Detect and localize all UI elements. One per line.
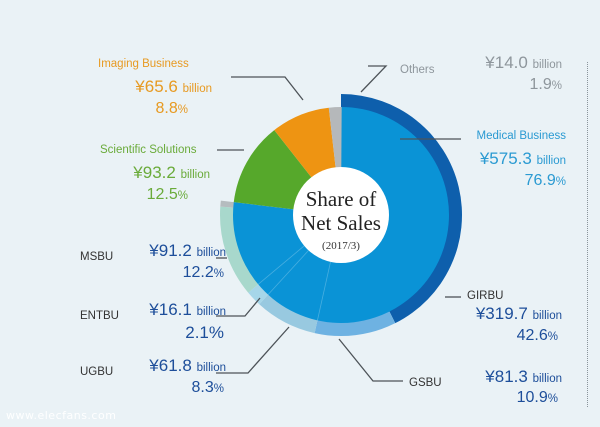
subdivision-line <box>267 250 309 295</box>
value-gsbu: ¥81.3 billion 10.9% <box>485 367 562 406</box>
segment-value: 319.7 <box>485 304 528 323</box>
unit: billion <box>532 373 562 385</box>
segment-percent: 12.2 <box>182 263 214 281</box>
segment-name: GSBU <box>409 377 442 389</box>
value-msbu: ¥91.2 billion 12.2% <box>149 241 226 281</box>
segment-name: UGBU <box>80 366 114 378</box>
currency: ¥ <box>149 300 159 319</box>
page-border-dotted <box>587 62 588 407</box>
outer-segment-remainder <box>220 200 235 208</box>
label-girbu: GIRBU <box>467 287 503 303</box>
segment-name: Scientific Solutions <box>100 144 197 156</box>
segment-percent: 12.5 <box>146 185 178 203</box>
chart-title-line2: Net Sales <box>301 211 381 235</box>
segment-percent: 8.8 <box>155 99 178 117</box>
watermark: www.elecfans.com <box>6 409 117 422</box>
leader-lines <box>216 65 461 382</box>
segment-value: 93.2 <box>142 163 176 182</box>
unit: billion <box>196 247 226 259</box>
segment-name: Medical Business <box>476 130 566 142</box>
segment-name: ENTBU <box>80 310 119 322</box>
segment-percent: 42.6 <box>516 326 548 344</box>
label-ugbu: UGBU <box>80 363 113 379</box>
segment-name: MSBU <box>80 251 114 263</box>
segment-value: 14.0 <box>494 53 528 72</box>
unit: billion <box>536 155 566 167</box>
currency: ¥ <box>479 149 490 168</box>
currency: ¥ <box>133 163 143 182</box>
segment-percent: 76.9 <box>524 171 556 189</box>
segment-value: 81.3 <box>494 367 528 386</box>
unit: billion <box>196 362 226 374</box>
segment-value: 65.6 <box>144 77 178 96</box>
label-imaging-business: Imaging Business <box>98 58 228 71</box>
label-others: Others <box>400 61 435 77</box>
subdivision-line <box>257 245 305 285</box>
segment-name: GIRBU <box>467 290 504 302</box>
label-entbu: ENTBU <box>80 307 119 323</box>
segment-name: Imaging Business <box>98 58 189 70</box>
leader-gsbu <box>338 338 403 382</box>
chart-subtitle: (2017/3) <box>322 240 360 252</box>
segment-percent: 8.3 <box>191 378 214 396</box>
label-medical-business: Medical Business <box>466 130 566 143</box>
value-scientific-solutions: ¥93.2 billion 12.5% <box>133 163 210 203</box>
unit: billion <box>532 59 562 71</box>
value-entbu: ¥16.1 billion 2.1% <box>149 300 226 342</box>
label-scientific-solutions: Scientific Solutions <box>100 144 230 157</box>
subdivision-line <box>317 261 331 321</box>
center-hole <box>293 167 389 263</box>
unit: billion <box>196 306 226 318</box>
leader-entbu <box>216 297 261 317</box>
segment-value: 61.8 <box>158 356 192 375</box>
outer-segment-entbu <box>248 283 269 305</box>
outer-segment-ugbu <box>259 293 318 334</box>
segment-name: Others <box>400 64 435 76</box>
segment-value: 16.1 <box>158 300 192 319</box>
segment-value: 91.2 <box>158 241 192 260</box>
currency: ¥ <box>475 304 486 323</box>
unit: billion <box>180 169 210 181</box>
value-imaging-business: ¥65.6 billion 8.8% <box>135 77 212 117</box>
value-medical-business: ¥575.3 billion 76.9% <box>479 149 566 189</box>
leader-others <box>360 65 388 93</box>
outer-segment-girbu <box>341 94 462 324</box>
unit: billion <box>182 83 212 95</box>
currency: ¥ <box>485 53 495 72</box>
label-msbu: MSBU <box>80 248 113 264</box>
label-gsbu: GSBU <box>409 374 442 390</box>
chart-title-line1: Share of <box>306 187 377 211</box>
currency: ¥ <box>485 367 495 386</box>
segment-percent: 10.9 <box>516 388 548 406</box>
value-ugbu: ¥61.8 billion 8.3% <box>149 356 226 396</box>
segment-percent: 2.1 <box>185 322 209 342</box>
currency: ¥ <box>135 77 145 96</box>
segment-value: 575.3 <box>489 149 532 168</box>
currency: ¥ <box>149 241 159 260</box>
unit: billion <box>532 310 562 322</box>
leader-imaging <box>231 76 304 101</box>
value-others: ¥14.0 billion 1.9% <box>485 53 562 93</box>
leader-ugbu <box>216 326 290 374</box>
value-girbu: ¥319.7 billion 42.6% <box>475 304 562 344</box>
currency: ¥ <box>149 356 159 375</box>
segment-percent: 1.9 <box>529 75 552 93</box>
